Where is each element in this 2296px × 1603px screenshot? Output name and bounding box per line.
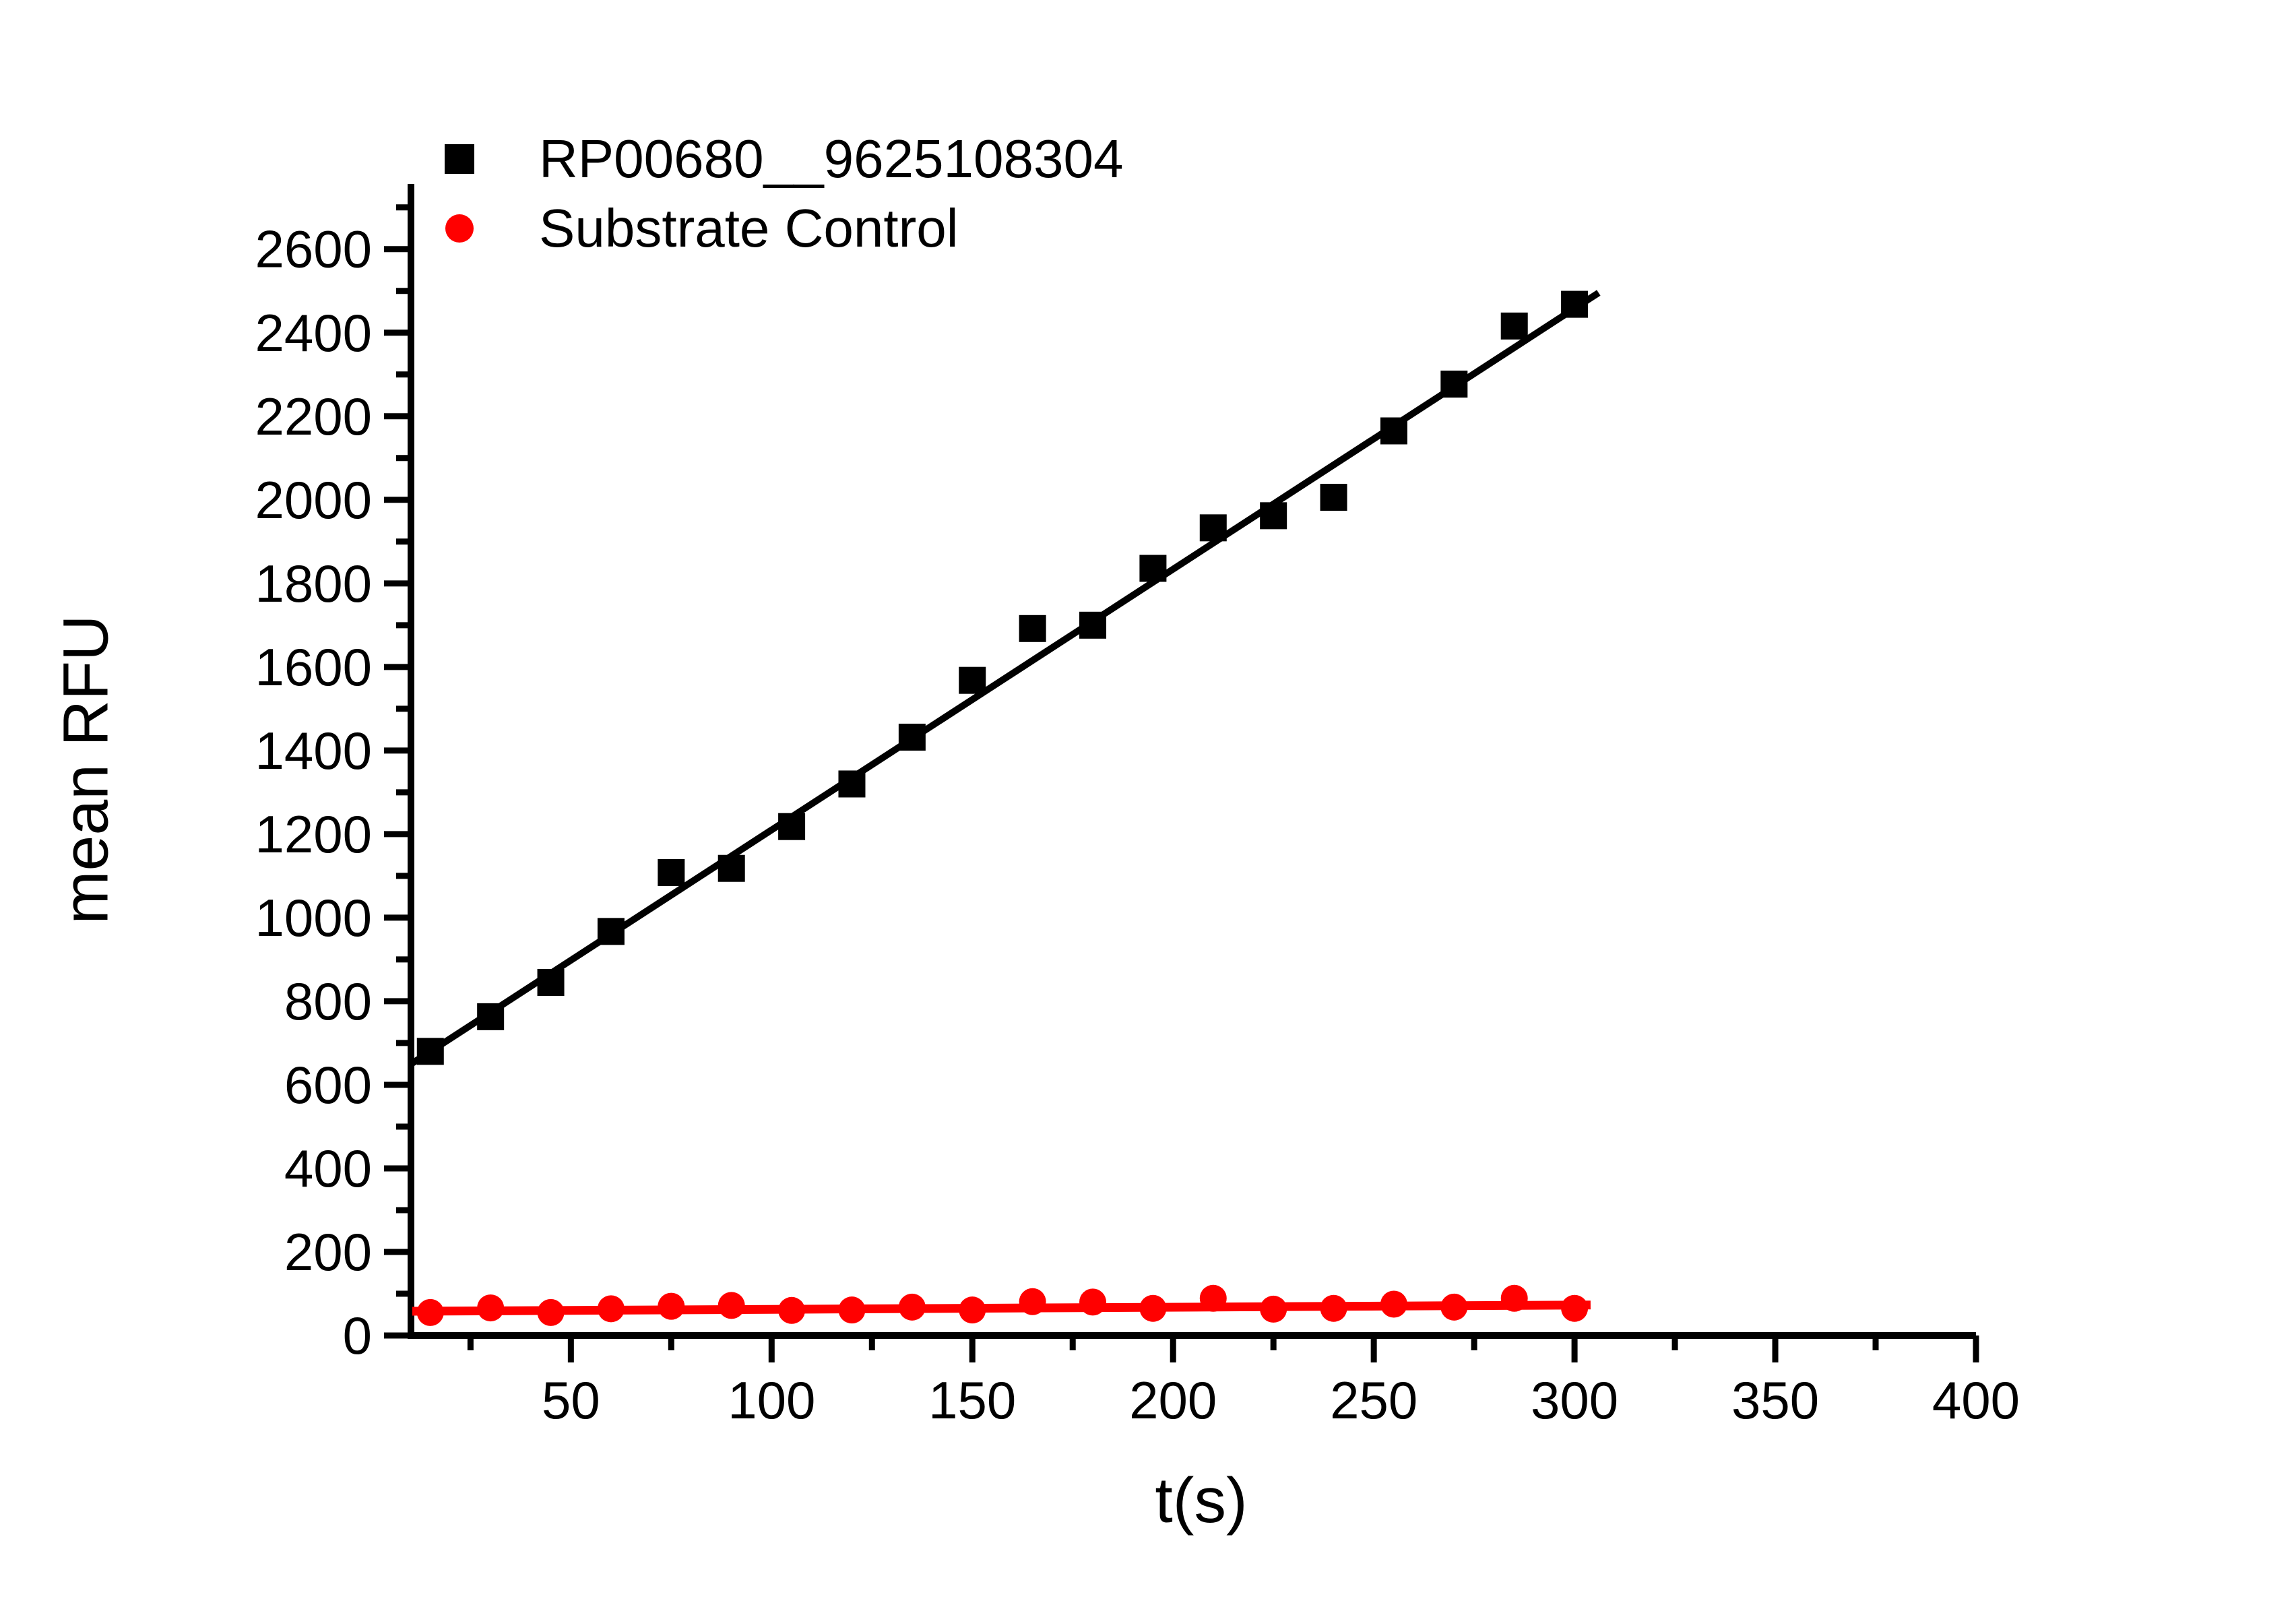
y-tick-label: 1000 — [255, 888, 372, 947]
data-point-circle — [477, 1294, 505, 1322]
data-point-square — [838, 770, 866, 798]
x-tick-label: 400 — [1932, 1371, 2020, 1430]
legend-item-substrate-control: Substrate Control — [445, 197, 959, 259]
y-tick-label: 0 — [343, 1306, 372, 1365]
y-tick-label: 600 — [284, 1055, 372, 1114]
x-tick-label: 150 — [928, 1371, 1016, 1430]
data-point-square — [718, 854, 745, 882]
data-point-square — [1440, 371, 1468, 398]
data-point-circle — [778, 1296, 806, 1324]
y-tick-label: 2000 — [255, 470, 372, 530]
data-point-circle — [718, 1292, 745, 1319]
data-point-circle — [1561, 1294, 1589, 1322]
x-tick-label: 300 — [1531, 1371, 1618, 1430]
data-point-square — [898, 724, 926, 751]
data-point-square — [778, 813, 806, 840]
data-point-circle — [1139, 1294, 1167, 1322]
y-tick-label: 2400 — [255, 303, 372, 363]
data-point-square — [1019, 615, 1046, 642]
data-point-square — [1199, 514, 1227, 542]
x-tick-label: 250 — [1330, 1371, 1417, 1430]
x-axis-title: t(s) — [1155, 1465, 1248, 1536]
x-tick-label: 100 — [728, 1371, 815, 1430]
legend-label-rp00680: RP00680__9625108304 — [539, 129, 1124, 189]
data-point-square — [1079, 611, 1107, 639]
data-point-square — [658, 858, 685, 886]
legend-label-substrate-control: Substrate Control — [539, 198, 959, 258]
y-axis-title: mean RFU — [50, 615, 122, 924]
data-point-square — [597, 918, 625, 945]
data-point-square — [1500, 312, 1528, 340]
legend-square-icon — [445, 144, 474, 174]
data-point-circle — [1500, 1284, 1528, 1312]
data-point-circle — [1199, 1284, 1227, 1312]
data-point-circle — [838, 1296, 866, 1324]
y-tick-label: 400 — [284, 1139, 372, 1198]
data-point-square — [416, 1038, 444, 1065]
data-point-circle — [959, 1296, 986, 1324]
data-point-square — [959, 666, 986, 694]
data-point-circle — [898, 1293, 926, 1321]
data-point-square — [1561, 290, 1589, 318]
data-point-circle — [416, 1298, 444, 1326]
y-tick-label: 2600 — [255, 220, 372, 279]
fit-line-sample — [410, 290, 1601, 1067]
x-tick-label: 350 — [1731, 1371, 1819, 1430]
data-point-circle — [1320, 1294, 1347, 1322]
data-point-square — [1320, 484, 1347, 511]
y-tick-label: 2200 — [255, 387, 372, 446]
y-tick-label: 800 — [284, 972, 372, 1031]
data-point-circle — [537, 1298, 565, 1326]
data-point-circle — [1019, 1288, 1046, 1315]
fit-line-control — [412, 1300, 1591, 1316]
data-point-circle — [1440, 1293, 1468, 1321]
y-tick-label: 200 — [284, 1222, 372, 1282]
data-point-circle — [1260, 1295, 1287, 1323]
data-point-square — [1260, 502, 1287, 530]
x-tick-label: 50 — [542, 1371, 600, 1430]
x-tick-label: 200 — [1129, 1371, 1217, 1430]
data-point-square — [1380, 417, 1407, 445]
data-point-square — [1139, 555, 1167, 582]
data-point-circle — [1079, 1288, 1107, 1316]
legend-circle-icon — [445, 214, 474, 243]
y-tick-label: 1400 — [255, 721, 372, 780]
data-point-circle — [1380, 1290, 1407, 1318]
data-point-circle — [597, 1295, 625, 1323]
legend-item-rp00680: RP00680__9625108304 — [445, 128, 1124, 190]
data-point-square — [537, 969, 565, 997]
data-point-square — [477, 1003, 505, 1030]
y-tick-label: 1200 — [255, 805, 372, 864]
y-tick-label: 1800 — [255, 554, 372, 613]
data-point-circle — [658, 1292, 685, 1320]
y-tick-label: 1600 — [255, 637, 372, 697]
